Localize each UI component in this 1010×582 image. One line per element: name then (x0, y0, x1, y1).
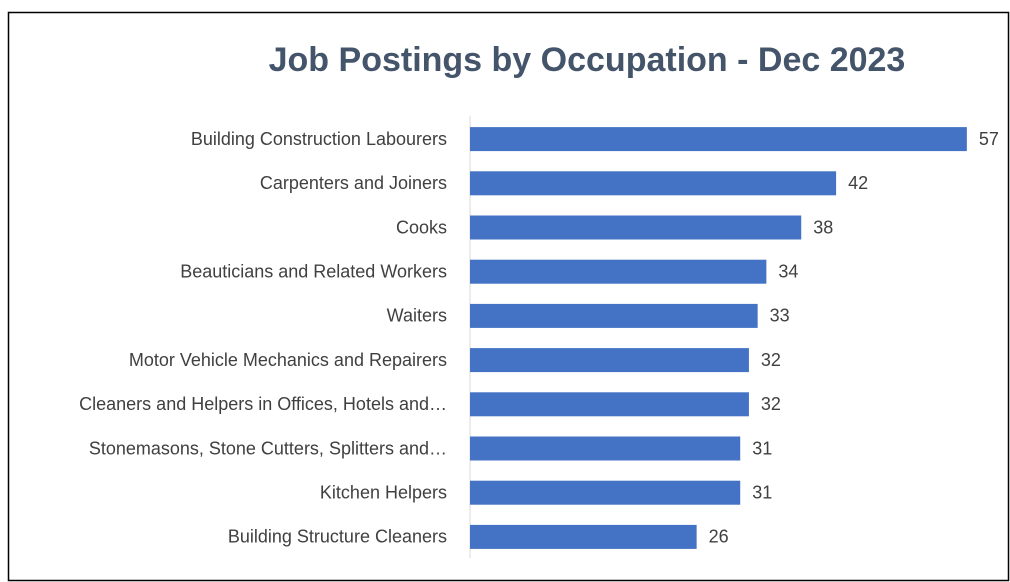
y-tick-label: Carpenters and Joiners (260, 173, 447, 193)
y-tick-label: Beauticians and Related Workers (180, 261, 447, 281)
y-tick-label: Cleaners and Helpers in Offices, Hotels … (79, 394, 447, 414)
chart-title: Job Postings by Occupation - Dec 2023 (269, 41, 906, 79)
bar (470, 348, 749, 373)
bar (470, 171, 837, 196)
data-label: 31 (752, 482, 772, 502)
data-label: 32 (761, 394, 781, 414)
bar (470, 127, 967, 152)
y-tick-label: Building Construction Labourers (191, 129, 447, 149)
bar (470, 215, 802, 240)
data-label: 31 (752, 438, 772, 458)
bar (470, 480, 741, 505)
data-label: 34 (778, 261, 798, 281)
bar (470, 524, 697, 549)
y-tick-label: Stonemasons, Stone Cutters, Splitters an… (89, 438, 447, 458)
bar (470, 392, 749, 417)
y-tick-label: Motor Vehicle Mechanics and Repairers (129, 350, 447, 370)
bar (470, 436, 741, 461)
data-label: 42 (848, 173, 868, 193)
data-label: 38 (813, 217, 833, 237)
y-tick-label: Kitchen Helpers (320, 482, 447, 502)
data-label: 32 (761, 350, 781, 370)
data-label: 33 (770, 306, 790, 326)
bar (470, 259, 767, 284)
y-tick-label: Waiters (387, 306, 447, 326)
y-tick-label: Building Structure Cleaners (228, 527, 447, 547)
data-label: 57 (979, 129, 999, 149)
bar (470, 303, 758, 328)
data-label: 26 (709, 527, 729, 547)
y-tick-label: Cooks (396, 217, 447, 237)
